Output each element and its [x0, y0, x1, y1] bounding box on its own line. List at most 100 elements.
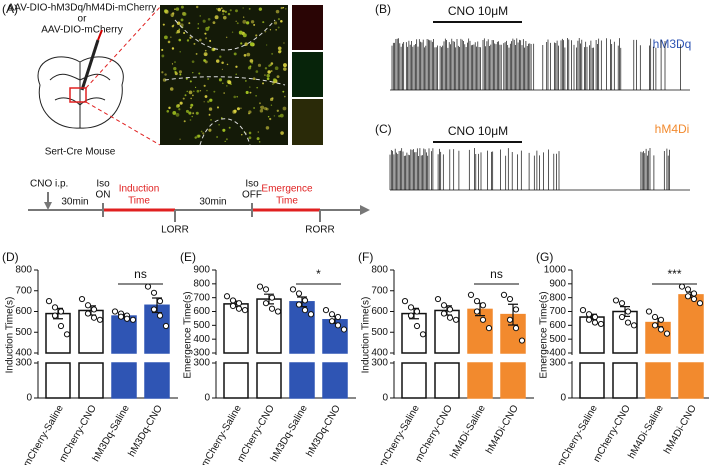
cell — [199, 15, 201, 17]
cell — [166, 109, 170, 113]
cell — [255, 34, 258, 37]
data-point — [150, 306, 158, 313]
cell — [197, 23, 200, 25]
cell — [207, 78, 210, 80]
data-point — [328, 311, 336, 318]
panel-label: (B) — [375, 2, 391, 16]
cell — [170, 13, 175, 17]
data-point — [413, 308, 421, 315]
data-point — [268, 294, 276, 301]
cell — [262, 21, 265, 24]
data-point — [512, 325, 520, 332]
y-tick-label: 400 — [371, 348, 388, 359]
cell — [196, 89, 200, 93]
data-point — [90, 306, 98, 313]
cell — [272, 83, 274, 86]
cell — [192, 112, 195, 115]
data-point — [144, 283, 152, 290]
cell — [183, 32, 186, 34]
bar-lower — [579, 362, 605, 399]
cell — [277, 18, 281, 21]
cell — [193, 90, 195, 93]
bar-lower — [289, 362, 315, 399]
data-point — [624, 319, 632, 326]
cell — [266, 73, 270, 78]
data-point — [434, 295, 442, 303]
cell — [259, 109, 264, 113]
data-point — [684, 293, 692, 300]
data-point — [51, 304, 59, 311]
cell — [215, 59, 220, 63]
brain-schematic — [37, 6, 161, 146]
cell — [221, 61, 224, 65]
cell — [282, 106, 287, 111]
data-point — [156, 298, 164, 305]
cell — [203, 101, 205, 103]
cell — [266, 44, 268, 46]
bar-lower — [256, 362, 282, 399]
data-point — [235, 300, 243, 307]
data-point — [96, 316, 104, 323]
data-point — [440, 310, 448, 317]
panel-label: (C) — [375, 122, 392, 136]
bar-lower — [401, 362, 427, 399]
bar-lower — [144, 362, 170, 399]
timeline-label: Emergence — [261, 184, 313, 195]
timeline-label: Induction — [119, 184, 160, 195]
data-point — [90, 314, 98, 321]
cell — [195, 52, 198, 55]
cell — [284, 95, 286, 98]
cell — [249, 59, 254, 63]
cell — [258, 7, 263, 11]
data-point — [295, 290, 303, 297]
cell — [242, 19, 247, 24]
y-axis-label: Emergence Time(s) — [183, 291, 194, 378]
timeline-label: Iso — [245, 179, 259, 190]
bar — [467, 308, 493, 354]
cell — [233, 109, 237, 113]
y-tick-label: 500 — [371, 327, 388, 338]
cell — [276, 109, 279, 112]
cell — [229, 9, 232, 12]
cell — [162, 23, 165, 26]
cell — [226, 85, 228, 87]
cell — [250, 20, 255, 24]
cell — [210, 119, 212, 121]
cell — [282, 6, 285, 9]
cell — [277, 26, 280, 29]
cell — [189, 80, 192, 83]
cell — [180, 18, 184, 22]
cell — [164, 73, 167, 76]
data-point — [440, 302, 448, 309]
x-tick-label: hM3Dq-CNO — [126, 403, 165, 459]
y-tick-label: 800 — [193, 278, 210, 289]
trace-b — [390, 38, 690, 91]
cell — [174, 8, 176, 11]
cell — [272, 78, 277, 82]
x-tick-label: hM4Di-CNO — [662, 403, 699, 456]
construct-label: hM3Dq — [653, 37, 692, 51]
panel-label: (G) — [536, 250, 553, 264]
data-point — [500, 291, 508, 298]
cell — [275, 9, 280, 14]
timeline-label: LORR — [161, 225, 189, 236]
cell — [213, 90, 216, 93]
error-bar — [508, 303, 518, 326]
cell — [188, 22, 191, 25]
cell — [256, 86, 258, 89]
cell — [248, 131, 252, 135]
data-point — [585, 311, 593, 318]
cell — [182, 12, 187, 16]
cell — [269, 117, 272, 121]
data-point — [419, 331, 427, 338]
cell — [246, 52, 251, 57]
data-point — [597, 320, 605, 328]
cell — [173, 24, 175, 26]
cell — [225, 36, 228, 39]
timeline — [28, 192, 370, 222]
cell — [222, 128, 226, 132]
timeline-label: Iso — [96, 179, 110, 190]
cell — [216, 106, 220, 109]
cell — [177, 104, 181, 107]
x-tick-label: hM4Di-CNO — [484, 403, 521, 456]
